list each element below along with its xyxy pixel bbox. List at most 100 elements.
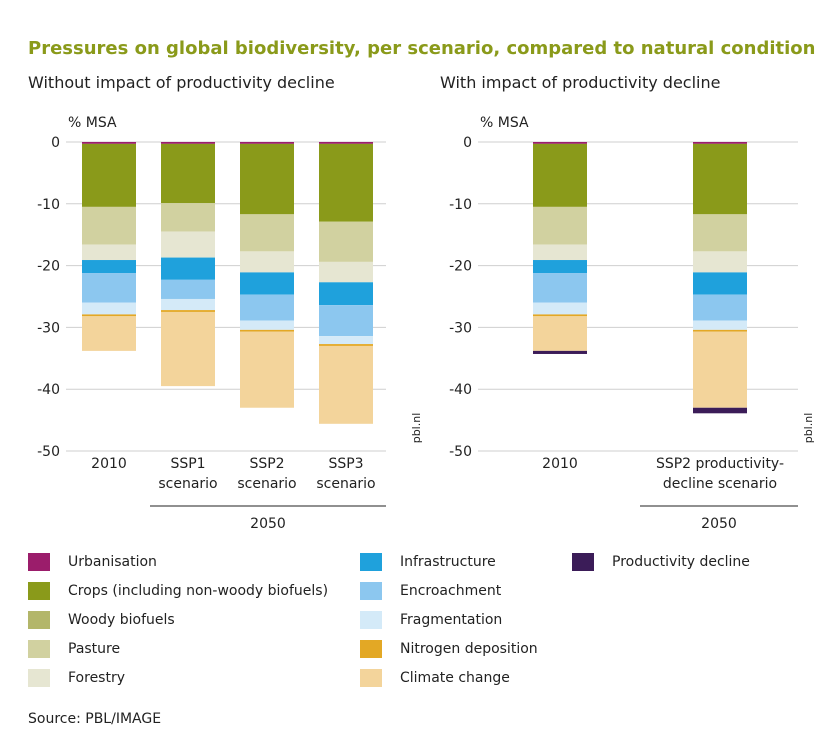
legend: Urbanisation Crops (including non-woody b… (0, 553, 824, 703)
legend-label: Encroachment (400, 583, 502, 599)
bar-segment-forestry (161, 231, 215, 258)
panel-left-subtitle: Without impact of productivity decline (28, 73, 335, 92)
bar-segment-infrastructure (319, 282, 373, 306)
y-tick-label: -20 (449, 259, 472, 275)
x-tick-label: SSP1 (170, 456, 205, 472)
y-axis-label: % MSA (480, 115, 529, 131)
legend-item: Encroachment (360, 582, 501, 600)
x-tick-label: SSP2 productivity- (656, 456, 784, 472)
bar-segment-infrastructure (533, 260, 587, 274)
bar-segment-encroachment (161, 279, 215, 299)
bar-segment-crops-including-non-woody-biofuels (533, 143, 587, 207)
legend-label: Climate change (400, 670, 510, 686)
bar-segment-infrastructure (693, 272, 747, 295)
y-tick-label: -50 (449, 444, 472, 460)
x-tick-label: 2010 (91, 456, 127, 472)
bar-segment-crops-including-non-woody-biofuels (319, 143, 373, 222)
legend-swatch (360, 582, 382, 600)
bar-segment-pasture (82, 206, 136, 245)
legend-label: Crops (including non-woody biofuels) (68, 583, 329, 599)
bar-segment-fragmentation (693, 320, 747, 330)
legend-label: Productivity decline (612, 554, 750, 570)
bar-segment-crops-including-non-woody-biofuels (82, 143, 136, 207)
bar-segment-infrastructure (240, 272, 294, 295)
bar-segment-forestry (319, 261, 373, 283)
panel-right-subtitle: With impact of productivity decline (440, 73, 721, 92)
y-tick-label: -10 (37, 197, 60, 213)
bar-segment-forestry (693, 251, 747, 273)
bar-segment-climate-change (240, 331, 294, 408)
legend-item: Productivity decline (572, 553, 750, 571)
legend-swatch (28, 640, 50, 658)
legend-swatch (28, 669, 50, 687)
y-tick-label: -40 (449, 382, 472, 398)
bar-segment-infrastructure (161, 257, 215, 280)
y-tick-label: -50 (37, 444, 60, 460)
legend-item: Woody biofuels (28, 611, 175, 629)
bar-segment-urbanisation (693, 142, 747, 144)
bar-segment-fragmentation (240, 320, 294, 330)
x-tick-label: scenario (158, 476, 217, 492)
bar-segment-pasture (319, 221, 373, 262)
y-tick-label: -30 (37, 320, 60, 336)
x-tick-label: 2010 (542, 456, 578, 472)
chart-area: % MSA 0 -10 -20 -30 -40 -50 2010 SSP1 scenario SSP… (37, 115, 815, 532)
bar-segment-climate-change (82, 316, 136, 351)
bar-segment-forestry (240, 251, 294, 273)
bar-segment-forestry (82, 244, 136, 261)
y-tick-label: -30 (449, 320, 472, 336)
bar-segment-encroachment (319, 305, 373, 337)
legend-swatch (28, 582, 50, 600)
bar-segment-fragmentation (319, 336, 373, 345)
group-label: 2050 (250, 516, 286, 532)
bar-segment-fragmentation (161, 298, 215, 311)
legend-swatch (360, 669, 382, 687)
legend-swatch (28, 611, 50, 629)
bar-segment-fragmentation (82, 302, 136, 315)
bar-segment-crops-including-non-woody-biofuels (240, 143, 294, 215)
panel-left: % MSA 0 -10 -20 -30 -40 -50 2010 SSP1 scenario SSP… (37, 115, 423, 532)
bar-segment-productivity-decline (693, 407, 747, 414)
bar-segment-encroachment (82, 273, 136, 303)
y-tick-label: -20 (37, 259, 60, 275)
legend-swatch (572, 553, 594, 571)
bar-segment-climate-change (319, 345, 373, 424)
bar-segment-nitrogen-deposition (82, 314, 136, 317)
panel-right: % MSA 0 -10 -20 -30 -40 -50 2010 SSP2 productivi… (449, 115, 815, 532)
chart-title: Pressures on global biodiversity, per sc… (28, 38, 816, 59)
group-label: 2050 (701, 516, 737, 532)
watermark: pbl.nl (410, 413, 423, 444)
bar-segment-crops-including-non-woody-biofuels (693, 143, 747, 215)
bar-segment-nitrogen-deposition (240, 329, 294, 332)
bar-segment-climate-change (533, 316, 587, 351)
bar-segment-climate-change (161, 311, 215, 387)
legend-item: Climate change (360, 669, 510, 687)
bar-segment-nitrogen-deposition (533, 314, 587, 317)
bar-segment-encroachment (533, 273, 587, 303)
y-tick-label: 0 (463, 135, 472, 151)
bar-segment-infrastructure (82, 260, 136, 274)
bar-segment-climate-change (693, 331, 747, 408)
y-axis-label: % MSA (68, 115, 117, 131)
bar-segment-pasture (240, 214, 294, 252)
y-tick-label: 0 (51, 135, 60, 151)
legend-label: Urbanisation (68, 554, 157, 570)
legend-item: Crops (including non-woody biofuels) (28, 582, 328, 600)
legend-label: Pasture (68, 641, 121, 657)
bar-segment-nitrogen-deposition (693, 329, 747, 332)
bar-segment-encroachment (240, 294, 294, 321)
bar-segment-urbanisation (240, 142, 294, 144)
legend-item: Urbanisation (28, 553, 157, 571)
legend-label: Nitrogen deposition (400, 641, 538, 657)
legend-label: Forestry (68, 670, 126, 686)
legend-item: Fragmentation (360, 611, 502, 629)
watermark: pbl.nl (802, 413, 815, 444)
legend-swatch (360, 640, 382, 658)
legend-swatch (28, 553, 50, 571)
legend-swatch (360, 553, 382, 571)
legend-item: Infrastructure (360, 553, 496, 571)
bar-segment-urbanisation (161, 142, 215, 144)
source-note: Source: PBL/IMAGE (28, 711, 162, 727)
bar-segment-pasture (161, 203, 215, 232)
bar-segment-urbanisation (319, 142, 373, 144)
